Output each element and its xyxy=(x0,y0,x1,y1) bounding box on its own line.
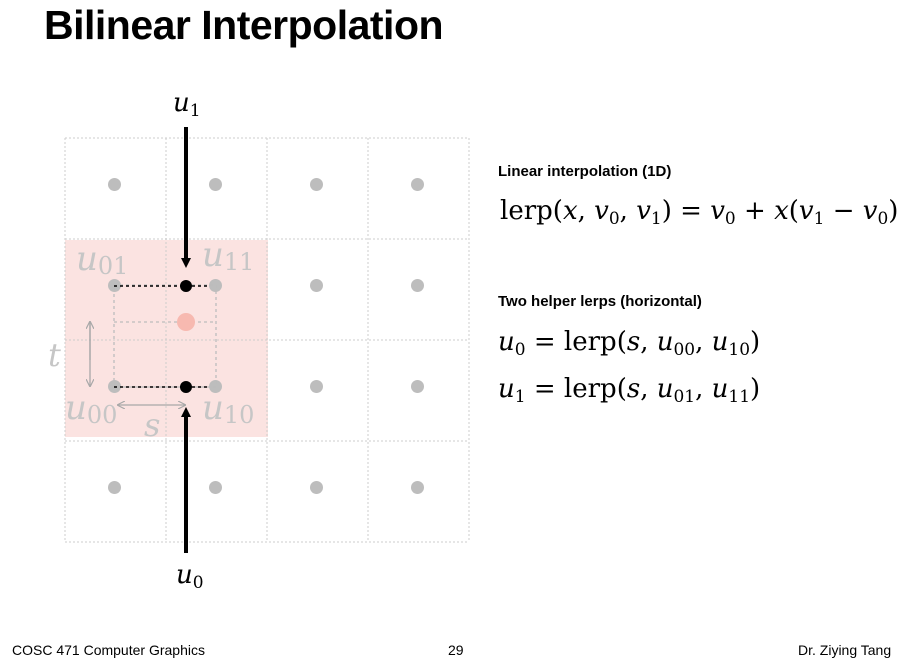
sample-dot xyxy=(108,178,121,191)
u0-point xyxy=(180,381,192,393)
sample-dot xyxy=(411,279,424,292)
s-label: s xyxy=(144,406,160,444)
footer-page-number: 29 xyxy=(448,642,464,658)
sample-dot xyxy=(310,178,323,191)
sample-dot xyxy=(209,481,222,494)
u00-label: u00 xyxy=(65,388,117,429)
u11-label: u11 xyxy=(202,235,254,276)
interpolated-point xyxy=(177,313,195,331)
sample-dot xyxy=(310,481,323,494)
u1-equation: u1 = lerp(s, u01, u11) xyxy=(498,374,761,407)
u10-label: u10 xyxy=(202,388,254,429)
t-label: t xyxy=(48,336,61,374)
sample-dots xyxy=(108,178,424,494)
u0-label: u0 xyxy=(176,560,204,593)
u1-point xyxy=(180,280,192,292)
u0-equation: u0 = lerp(s, u00, u10) xyxy=(498,327,761,360)
lerp-equation: lerp(x, v0, v1) = v0 + x(v1 − v0) xyxy=(500,196,899,229)
sample-dot xyxy=(310,380,323,393)
grid xyxy=(64,137,470,543)
sample-dot xyxy=(310,279,323,292)
sample-dot xyxy=(209,178,222,191)
sample-dot xyxy=(411,178,424,191)
footer-author: Dr. Ziying Tang xyxy=(798,642,892,658)
slide-title: Bilinear Interpolation xyxy=(44,2,444,48)
sample-dot xyxy=(108,481,121,494)
u01-label: u01 xyxy=(76,239,128,280)
u1-label: u1 xyxy=(173,88,201,121)
footer-course: COSC 471 Computer Graphics xyxy=(12,642,205,658)
sample-dot xyxy=(411,380,424,393)
linear-heading: Linear interpolation (1D) xyxy=(498,163,672,180)
sample-dot xyxy=(411,481,424,494)
helper-heading: Two helper lerps (horizontal) xyxy=(498,293,702,310)
